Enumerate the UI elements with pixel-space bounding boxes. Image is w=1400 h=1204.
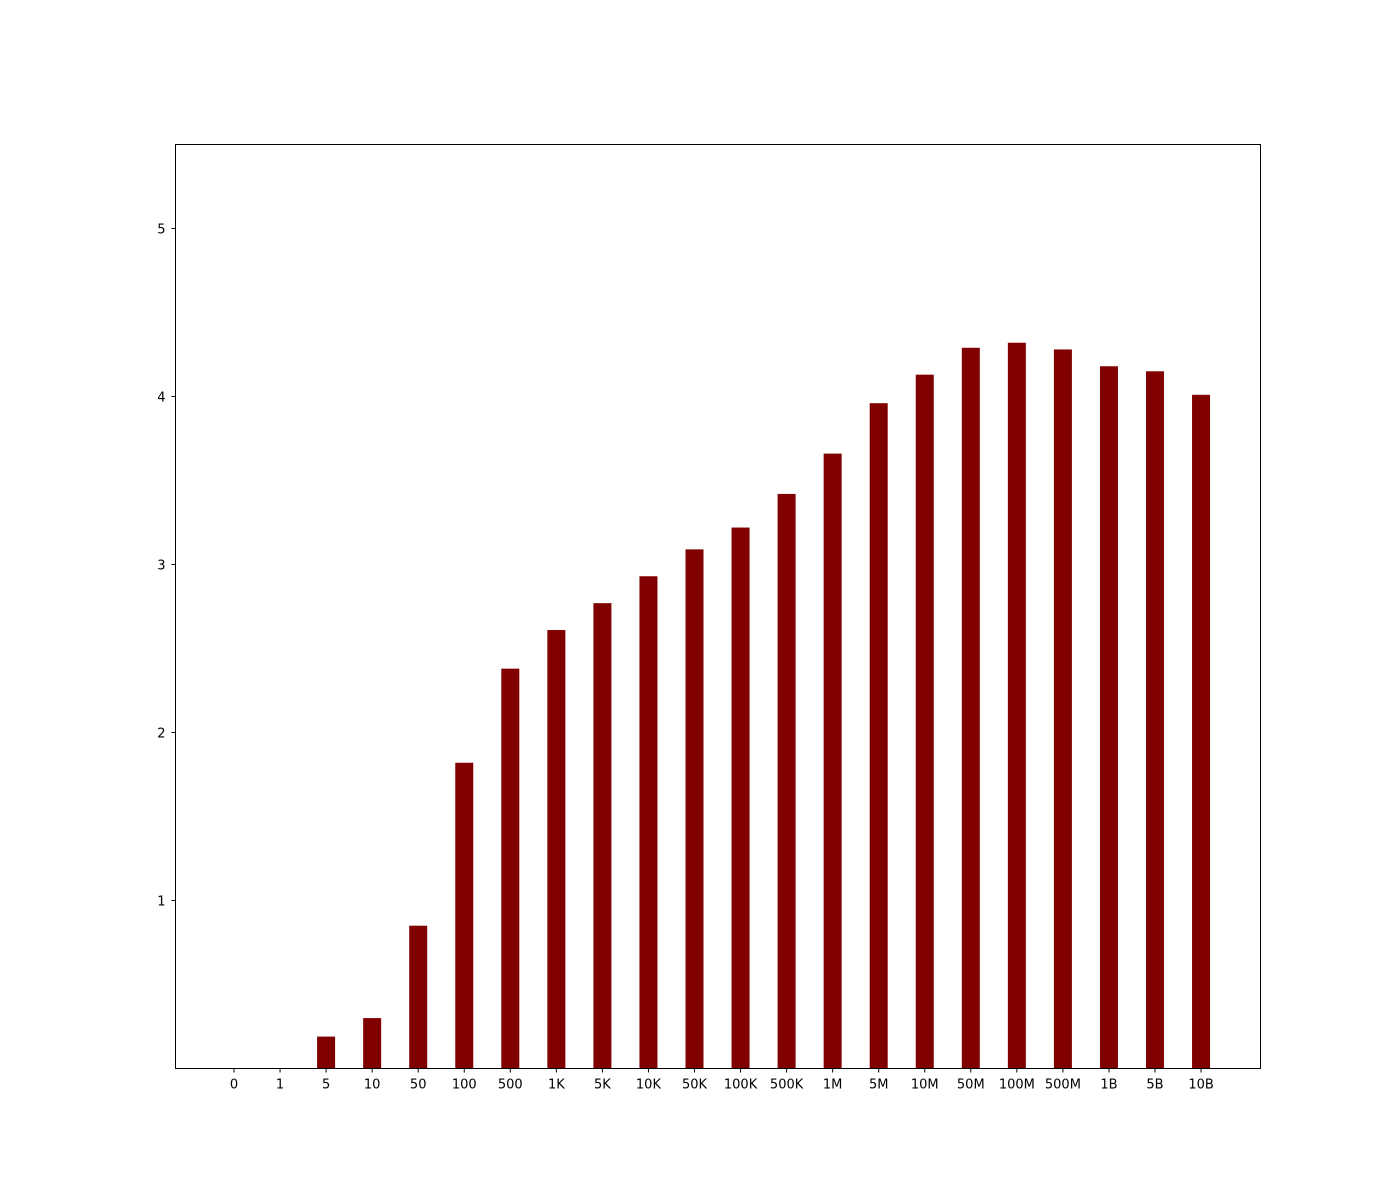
- plot-frame: [175, 144, 1261, 1069]
- y-tick-label: 4: [157, 391, 165, 406]
- bar-1K: [547, 630, 566, 1069]
- bar-5K: [593, 603, 612, 1069]
- bar-50M: [961, 347, 980, 1069]
- x-tick-label: 50: [410, 1078, 427, 1093]
- bar-1M: [823, 453, 842, 1069]
- bar-10: [363, 1018, 382, 1069]
- x-tick-label: 500M: [1045, 1078, 1081, 1093]
- bar-100: [455, 762, 474, 1069]
- x-tick-label: 500K: [770, 1078, 804, 1093]
- x-tick-label: 50K: [682, 1078, 708, 1093]
- bar-500M: [1053, 349, 1072, 1069]
- bar-1B: [1099, 366, 1118, 1069]
- bar-500: [501, 668, 520, 1069]
- bars-group: [317, 342, 1211, 1069]
- x-axis: 0 1 5 10 50 100 500 1K 5K 10K 50K 100K 500K 1M 5M 10M 50…: [230, 1068, 1214, 1093]
- bar-100M: [1007, 342, 1026, 1069]
- y-tick-label: 1: [157, 895, 165, 910]
- x-tick-label: 5: [322, 1078, 330, 1093]
- x-tick-label: 1B: [1100, 1078, 1117, 1093]
- bar-5: [317, 1036, 336, 1069]
- x-tick-label: 10K: [636, 1078, 662, 1093]
- x-tick-label: 5K: [594, 1078, 611, 1093]
- x-tick-label: 100K: [724, 1078, 758, 1093]
- bar-50: [409, 925, 428, 1069]
- x-tick-label: 10M: [911, 1078, 939, 1093]
- x-tick-label: 5M: [869, 1078, 889, 1093]
- bar-10B: [1192, 394, 1211, 1069]
- x-tick-label: 1M: [823, 1078, 843, 1093]
- y-tick-label: 2: [157, 727, 165, 742]
- x-tick-label: 100: [452, 1078, 477, 1093]
- x-tick-label: 0: [230, 1078, 238, 1093]
- x-tick-label: 1K: [548, 1078, 565, 1093]
- x-tick-label: 5B: [1146, 1078, 1163, 1093]
- y-tick-label: 3: [157, 559, 165, 574]
- y-axis: 1 2 3 4 5: [157, 223, 176, 910]
- bar-500K: [777, 493, 796, 1069]
- bar-5B: [1146, 371, 1164, 1069]
- x-tick-label: 500: [498, 1078, 523, 1093]
- bar-10K: [639, 576, 658, 1069]
- x-tick-label: 100M: [999, 1078, 1035, 1093]
- x-tick-label: 1: [276, 1078, 284, 1093]
- bar-10M: [915, 374, 934, 1069]
- x-tick-label: 50M: [957, 1078, 985, 1093]
- x-tick-label: 10B: [1188, 1078, 1213, 1093]
- bar-5M: [869, 403, 888, 1069]
- x-tick-label: 10: [364, 1078, 381, 1093]
- y-tick-label: 5: [157, 223, 165, 238]
- bar-100K: [731, 527, 750, 1069]
- bar-50K: [685, 549, 704, 1069]
